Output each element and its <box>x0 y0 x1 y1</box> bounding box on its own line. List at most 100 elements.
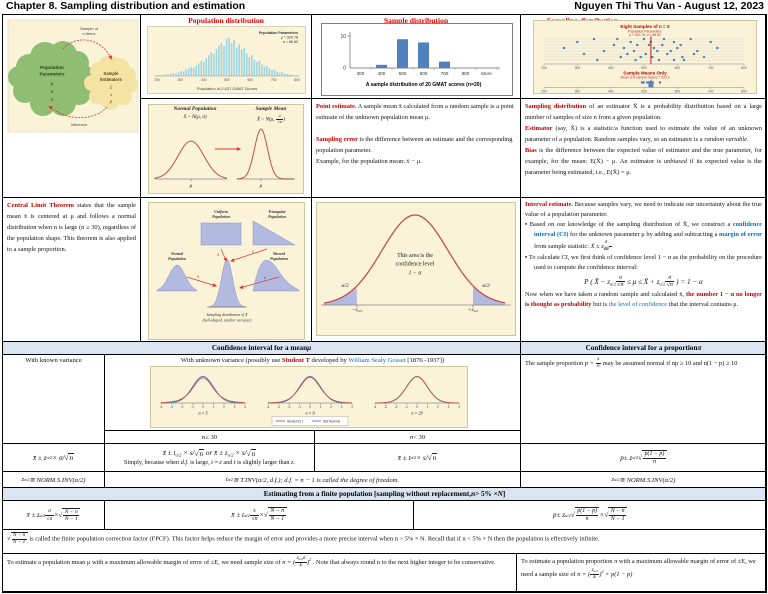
svg-text:-3: -3 <box>277 405 280 409</box>
svg-text:200: 200 <box>154 78 160 82</box>
svg-text:Population Parameters: Population Parameters <box>259 31 298 35</box>
interval-estimate-intro: Interval estimate. Because samples vary,… <box>525 201 762 218</box>
svg-text:Skewed: Skewed <box>273 252 285 256</box>
sample-size-proportion-text: To estimate a population proportion π wi… <box>521 558 756 581</box>
confidence-level-curve: α/2 α/2 This area is the confidence level 1 … <box>321 214 511 307</box>
svg-text:n = 5: n = 5 <box>198 411 207 416</box>
svg-text:3: 3 <box>234 405 236 409</box>
cell-z-inv: z α/2 ≅ NORM.S.INV(α/2) <box>2 471 105 488</box>
clt-diagram: UniformPopulationTriangularPopulationNor… <box>156 210 300 324</box>
svg-text:Triangular: Triangular <box>268 210 286 214</box>
t-vs-normal-chart-1: -4 -3 -2 -1 0 1 2 3 4 n = 5 <box>160 375 246 416</box>
svg-text:confidence level: confidence level <box>396 261 435 268</box>
svg-text:400: 400 <box>378 71 386 76</box>
svg-text:Parameters: Parameters <box>39 72 64 77</box>
sample-distribution-header: Sample distribution <box>383 16 449 25</box>
n-ge-30-label: n ≥ 30 <box>201 433 218 441</box>
cell-point-estimate: Point estimate. A sample mean x̄ calcula… <box>311 98 521 198</box>
svg-text:700: 700 <box>441 71 449 76</box>
svg-text:Population: Population <box>168 257 186 261</box>
svg-text:1: 1 <box>427 405 429 409</box>
sample-mean-label: Sample Mean X̄ ~ N(μ, σ √n) <box>255 106 287 124</box>
svg-text:Population Parameters:: Population Parameters: <box>628 30 663 34</box>
svg-text:-2: -2 <box>395 405 398 409</box>
svg-text:-1: -1 <box>191 405 194 409</box>
svg-text:1: 1 <box>320 405 322 409</box>
sample-histogram-frame: 10 0 300 400 500 600 700 800 More A sample distri… <box>321 23 513 96</box>
svg-text:Sample Means Only: Sample Means Only <box>623 71 667 76</box>
point-estimate-text: Point estimate. A sample mean x̄ calcula… <box>316 103 514 166</box>
formula-unknown-large-n-main: x̄ ± tα/2 × s/√ n or x̄ ± zα/2 × s/√ n <box>162 449 257 458</box>
svg-text:2: 2 <box>223 405 225 409</box>
svg-text:σ = 86.80: σ = 86.80 <box>283 40 298 44</box>
svg-text:More: More <box>481 71 492 76</box>
svg-text:0: 0 <box>202 405 204 409</box>
svg-text:Normal: Normal <box>170 252 184 256</box>
svg-text:μ: μ <box>190 183 193 189</box>
svg-text:Sample of: Sample of <box>80 26 99 31</box>
svg-text:Std Normal: Std Normal <box>323 420 340 424</box>
svg-text:500: 500 <box>641 89 647 93</box>
svg-text:800: 800 <box>741 66 747 70</box>
svg-text:300: 300 <box>575 66 581 70</box>
z-inv-proportion-formula: z α/2 ≅ NORM.S.INV(α/2) <box>611 476 676 484</box>
normal-population-label: Normal Population X ~ N(μ, σ) <box>173 106 217 120</box>
interval-estimate-bullet-2: • To calculate CI, we first think of con… <box>525 253 762 271</box>
central-limit-theorem-text: Central Limit Theorem states that the sa… <box>7 202 136 254</box>
svg-text:400: 400 <box>608 66 614 70</box>
svg-text:400: 400 <box>201 78 207 82</box>
population-distribution-header: Population distribution <box>188 16 264 25</box>
svg-text:800: 800 <box>294 78 300 82</box>
cell-z-inv-proportion: z α/2 ≅ NORM.S.INV(α/2) <box>520 471 767 488</box>
svg-text:1: 1 <box>213 405 215 409</box>
svg-text:Population: Population <box>268 215 286 219</box>
svg-text:-4: -4 <box>374 405 377 409</box>
z-left-label: −zα/2 <box>351 307 363 313</box>
svg-text:700: 700 <box>271 78 277 82</box>
svg-text:μ: μ <box>260 183 263 189</box>
cell-t-inv: t α/2 ≅ T.INV(α/2, d.f.); d.f. = n − 1 is… <box>104 471 521 488</box>
svg-text:700: 700 <box>708 89 714 93</box>
svg-text:-2: -2 <box>288 405 291 409</box>
svg-text:n items: n items <box>83 31 96 36</box>
unknown-variance-label: With unknown variance (possibly use Stud… <box>180 357 445 364</box>
svg-text:700: 700 <box>708 66 714 70</box>
cell-n-ge-30: n ≥ 30 <box>104 430 315 444</box>
svg-text:600: 600 <box>420 71 428 76</box>
svg-text:x̄: x̄ <box>216 253 219 257</box>
cell-population-sample-diagram: Population Parameters μ σ π Sample Estimators x… <box>2 14 141 198</box>
svg-text:n = 9: n = 9 <box>305 411 315 416</box>
svg-text:-4: -4 <box>267 405 270 409</box>
svg-text:500: 500 <box>641 66 647 70</box>
svg-text:Population of 2,637 GMAT Score: Population of 2,637 GMAT Scores <box>197 86 257 91</box>
svg-text:-3: -3 <box>170 405 173 409</box>
svg-text:300: 300 <box>177 78 183 82</box>
ci-probability-formula: P ( X̄ − zα/2 σ √n ≤ μ ≤ X̄ + zα/2 σ √n ) = … <box>584 274 703 289</box>
svg-text:-1: -1 <box>298 405 301 409</box>
interval-estimate-bullet-1: • Based on our knowledge of the sampling… <box>525 220 762 252</box>
svg-text:x̄: x̄ <box>109 86 113 91</box>
z-inv-formula: z α/2 ≅ NORM.S.INV(α/2) <box>21 476 86 484</box>
t-vs-normal-chart-3: -4 -3 -2 -1 0 1 2 3 4 n = 29 <box>374 375 460 416</box>
interval-estimate-text: Interval estimate. Because samples vary,… <box>521 198 766 312</box>
svg-text:n = 29: n = 29 <box>411 411 423 416</box>
svg-text:10: 10 <box>340 34 346 40</box>
cell-sample-size-mean: To estimate a population mean μ with a m… <box>2 553 517 593</box>
svg-text:300: 300 <box>575 89 581 93</box>
svg-text:-3: -3 <box>384 405 387 409</box>
svg-text:600: 600 <box>675 89 681 93</box>
svg-text:Eight Samples of n = 5: Eight Samples of n = 5 <box>620 24 670 29</box>
svg-text:300: 300 <box>357 71 365 76</box>
svg-text:200: 200 <box>541 89 547 93</box>
svg-text:μ = 520.78, σ = 86.80: μ = 520.78, σ = 86.80 <box>629 33 661 37</box>
